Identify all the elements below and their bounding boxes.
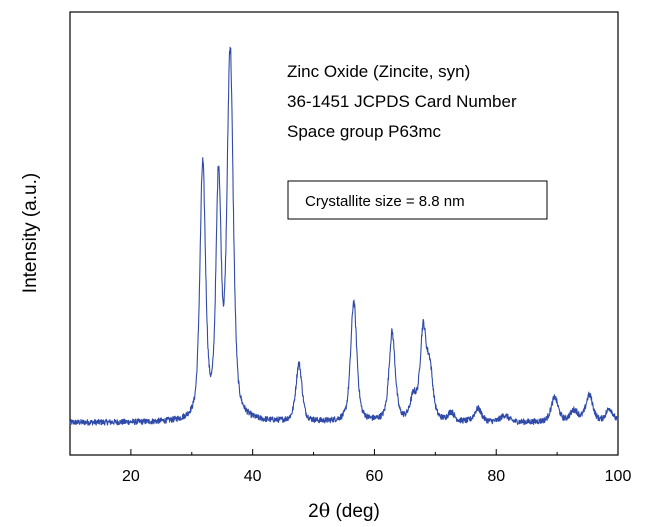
xrd-pattern-line <box>69 46 619 426</box>
annotation-space-group: Space group P63mc <box>287 122 442 141</box>
x-tick-label: 80 <box>487 468 505 485</box>
annotation-compound: Zinc Oxide (Zincite, syn) <box>287 62 470 81</box>
x-axis-title-theta: θ <box>319 500 330 522</box>
x-axis-title: 2θ (deg) <box>308 500 380 522</box>
annotation-card-number: 36-1451 JCPDS Card Number <box>287 92 517 111</box>
x-tick-label: 100 <box>605 468 632 485</box>
x-tick-label: 20 <box>122 468 140 485</box>
plot-frame <box>69 11 619 456</box>
x-tick-label: 40 <box>244 468 262 485</box>
x-axis-title-prefix: 2 <box>308 501 319 522</box>
y-axis-title: Intensity (a.u.) <box>20 173 41 293</box>
crystallite-size-box <box>287 180 548 220</box>
x-tick-label: 60 <box>366 468 384 485</box>
x-axis-ticks: 20 40 60 80 100 <box>69 449 632 485</box>
x-axis-title-unit: (deg) <box>330 501 380 522</box>
crystallite-size-label: Crystallite size = 8.8 nm <box>305 193 465 210</box>
